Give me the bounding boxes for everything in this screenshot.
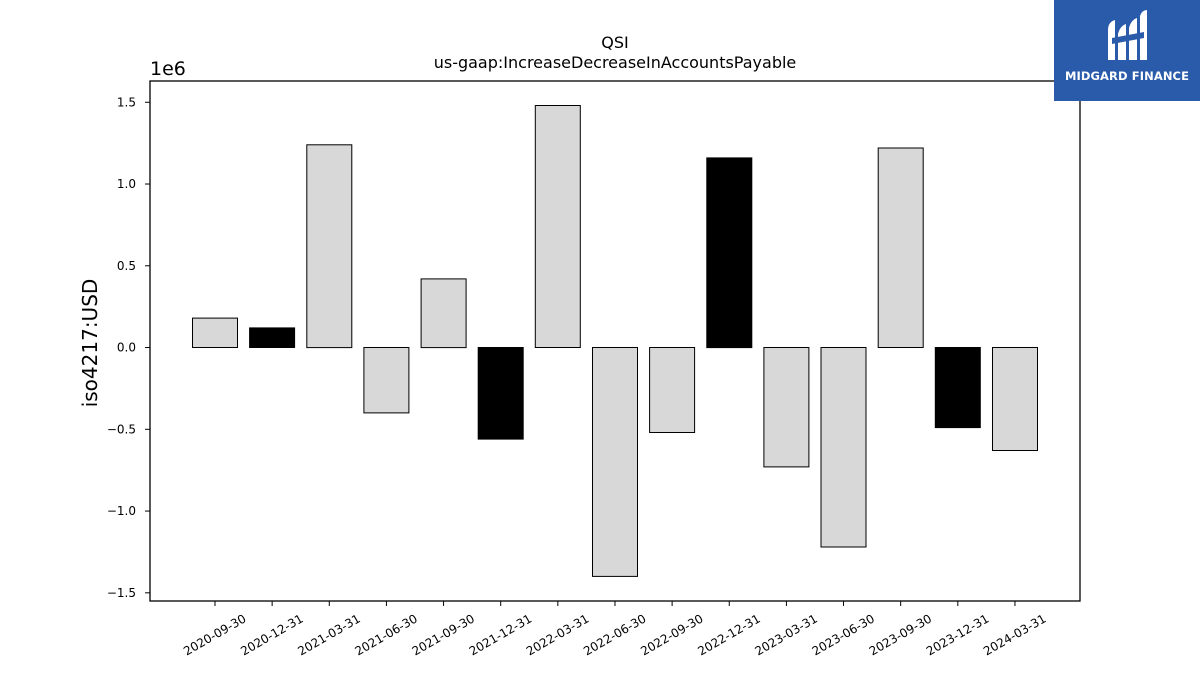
bar-2022-06-30	[592, 347, 638, 577]
bar-2020-09-30	[192, 317, 238, 349]
x-tick-label: 2020-12-31	[238, 611, 305, 658]
y-tick-label: 1.0	[117, 177, 136, 191]
chart-title: QSI	[601, 33, 628, 52]
bar-2021-03-31	[306, 144, 353, 349]
bar-2021-09-30	[420, 278, 467, 349]
bar-2023-09-30	[877, 147, 924, 348]
bar-2023-03-31	[763, 347, 810, 468]
x-tick-label: 2021-06-30	[353, 611, 420, 658]
x-tick-label: 2022-03-31	[524, 611, 591, 658]
y-axis-label: iso4217:USD	[78, 279, 102, 408]
x-tick-label: 2022-12-31	[695, 611, 762, 658]
y-offset-label: 1e6	[150, 58, 186, 80]
bar-2021-12-31	[477, 347, 524, 440]
bar-2022-03-31	[534, 105, 581, 348]
midgard-finance-logo: MIDGARD FINANCE	[1054, 0, 1200, 101]
y-tick-label: 0.0	[117, 341, 136, 355]
bar-2022-12-31	[706, 157, 753, 349]
x-tick-label: 2023-12-31	[924, 611, 991, 658]
bar-2020-12-31	[249, 327, 296, 348]
bar-2023-12-31	[934, 347, 981, 429]
x-tick-label: 2021-09-30	[410, 611, 477, 658]
y-tick-label: 0.5	[117, 259, 136, 273]
x-tick-label: 2023-06-30	[810, 611, 877, 658]
y-tick-label: 1.5	[117, 95, 136, 109]
y-tick-label: −1.5	[107, 586, 136, 600]
x-tick-label: 2020-09-30	[181, 611, 248, 658]
x-axis-ticks: 2020-09-302020-12-312021-03-312021-06-30…	[181, 601, 1048, 658]
x-tick-label: 2023-09-30	[867, 611, 934, 658]
x-tick-label: 2021-12-31	[467, 611, 534, 658]
x-tick-label: 2023-03-31	[752, 611, 819, 658]
bars-group	[192, 105, 1038, 577]
y-tick-label: −0.5	[107, 422, 136, 436]
x-tick-label: 2024-03-31	[981, 611, 1048, 658]
x-tick-label: 2022-09-30	[638, 611, 705, 658]
bar-2021-06-30	[363, 347, 410, 414]
x-tick-label: 2021-03-31	[295, 611, 362, 658]
midgard-logo-icon	[1108, 10, 1147, 60]
logo-text: MIDGARD FINANCE	[1064, 69, 1190, 83]
y-tick-label: −1.0	[107, 504, 136, 518]
x-tick-label: 2022-06-30	[581, 611, 648, 658]
chart-subtitle: us-gaap:IncreaseDecreaseInAccountsPayabl…	[434, 53, 797, 72]
plot-frame	[149, 80, 1081, 602]
bar-2023-06-30	[820, 347, 867, 548]
bar-2024-03-31	[992, 347, 1038, 451]
y-axis-ticks: −1.5 −1.0 −0.5 0.0 0.5 1.0 1.5	[107, 95, 150, 600]
bar-2022-09-30	[649, 347, 696, 433]
